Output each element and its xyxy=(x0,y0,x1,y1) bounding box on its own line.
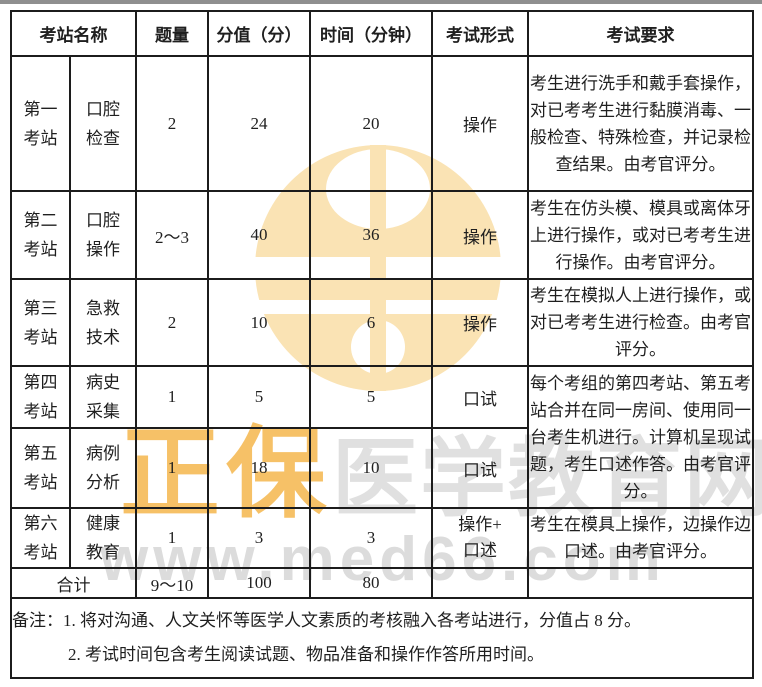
notes-row: 备注： 1. 将对沟通、人文关怀等医学人文素质的考核融入各考站进行，分值占 8 … xyxy=(10,597,754,679)
total-row: 合计 9～10 100 80 xyxy=(10,567,754,599)
station-2-requirement: 考生在仿头模、模具或离体牙上进行操作，或对已考考生进行操作。由考官评分。 xyxy=(527,190,754,280)
station-6-questions: 1 xyxy=(135,507,209,569)
station-2-questions: 2～3 xyxy=(135,190,209,280)
total-time: 80 xyxy=(309,567,433,599)
notes-label: 备注： xyxy=(12,611,63,630)
header-score: 分值（分） xyxy=(207,10,311,57)
station-5-time: 10 xyxy=(309,427,433,509)
station-4-format: 口试 xyxy=(431,365,529,429)
table-row: 第三 考站 急救 技术 2 10 6 操作 考生在模拟人上进行操作，或对已考考生… xyxy=(10,278,754,367)
station-1-questions: 2 xyxy=(135,55,209,192)
station-4-time: 5 xyxy=(309,365,433,429)
total-format-empty xyxy=(431,567,529,599)
station-5-label: 第五 考站 xyxy=(10,427,71,509)
station-5-format: 口试 xyxy=(431,427,529,509)
station-6-time: 3 xyxy=(309,507,433,569)
station-1-requirement: 考生进行洗手和戴手套操作，对已考考生进行黏膜消毒、一般检查、特殊检查，并记录检查… xyxy=(527,55,754,192)
station-3-format: 操作 xyxy=(431,278,529,367)
header-row: 考站名称 题量 分值（分） 时间（分钟） 考试形式 考试要求 xyxy=(10,10,754,57)
station-6-score: 3 xyxy=(207,507,311,569)
page-top-edge xyxy=(0,0,762,4)
table-row: 第六 考站 健康 教育 1 3 3 操作+ 口述 考生在模具上操作，边操作边口述… xyxy=(10,507,754,569)
station-3-requirement: 考生在模拟人上进行操作，或对已考考生进行检查。由考官评分。 xyxy=(527,278,754,367)
station-3-score: 10 xyxy=(207,278,311,367)
header-time: 时间（分钟） xyxy=(309,10,433,57)
total-score: 100 xyxy=(207,567,311,599)
total-questions: 9～10 xyxy=(135,567,209,599)
station-2-label: 第二 考站 xyxy=(10,190,71,280)
exam-stations-table: 考站名称 题量 分值（分） 时间（分钟） 考试形式 考试要求 第一 考站 口腔 … xyxy=(10,10,754,679)
table-row: 第二 考站 口腔 操作 2～3 40 36 操作 考生在仿头模、模具或离体牙上进… xyxy=(10,190,754,280)
station-3-time: 6 xyxy=(309,278,433,367)
header-format: 考试形式 xyxy=(431,10,529,57)
station-1-score: 24 xyxy=(207,55,311,192)
station-2-subject: 口腔 操作 xyxy=(69,190,137,280)
table-row: 第一 考站 口腔 检查 2 24 20 操作 考生进行洗手和戴手套操作，对已考考… xyxy=(10,55,754,192)
table-row: 第四 考站 病史 采集 1 5 5 口试 每个考组的第四考站、第五考站合并在同一… xyxy=(10,365,754,509)
total-requirement-empty xyxy=(527,567,754,599)
station-6-label: 第六 考站 xyxy=(10,507,71,569)
station-5-subject: 病例 分析 xyxy=(69,427,137,509)
station-6-requirement: 考生在模具上操作，边操作边口述。由考官评分。 xyxy=(527,507,754,569)
notes: 备注： 1. 将对沟通、人文关怀等医学人文素质的考核融入各考站进行，分值占 8 … xyxy=(10,597,754,679)
station-4-subject: 病史 采集 xyxy=(69,365,137,429)
station-1-subject: 口腔 检查 xyxy=(69,55,137,192)
station-5-score: 18 xyxy=(207,427,311,509)
station-4-questions: 1 xyxy=(135,365,209,429)
station-6-subject: 健康 教育 xyxy=(69,507,137,569)
station-1-label: 第一 考站 xyxy=(10,55,71,192)
station-3-label: 第三 考站 xyxy=(10,278,71,367)
station-4-score: 5 xyxy=(207,365,311,429)
station-3-subject: 急救 技术 xyxy=(69,278,137,367)
station-4-label: 第四 考站 xyxy=(10,365,71,429)
station-6-format: 操作+ 口述 xyxy=(431,507,529,569)
note-item-1: 1. 将对沟通、人文关怀等医学人文素质的考核融入各考站进行，分值占 8 分。 xyxy=(63,611,641,630)
header-requirement: 考试要求 xyxy=(527,10,754,57)
note-item-2: 2. 考试时间包含考生阅读试题、物品准备和操作作答所用时间。 xyxy=(68,645,544,664)
station-2-score: 40 xyxy=(207,190,311,280)
station-1-format: 操作 xyxy=(431,55,529,192)
station-1-time: 20 xyxy=(309,55,433,192)
total-label: 合计 xyxy=(10,567,137,599)
header-questions: 题量 xyxy=(135,10,209,57)
station-4-5-requirement: 每个考组的第四考站、第五考站合并在同一房间、使用同一台考生机进行。计算机呈现试题… xyxy=(527,365,754,509)
station-3-questions: 2 xyxy=(135,278,209,367)
station-2-time: 36 xyxy=(309,190,433,280)
header-station-name: 考站名称 xyxy=(10,10,137,57)
table-row: 第五 考站 病例 分析 1 18 10 口试 xyxy=(10,427,753,509)
station-5-questions: 1 xyxy=(135,427,209,509)
station-2-format: 操作 xyxy=(431,190,529,280)
